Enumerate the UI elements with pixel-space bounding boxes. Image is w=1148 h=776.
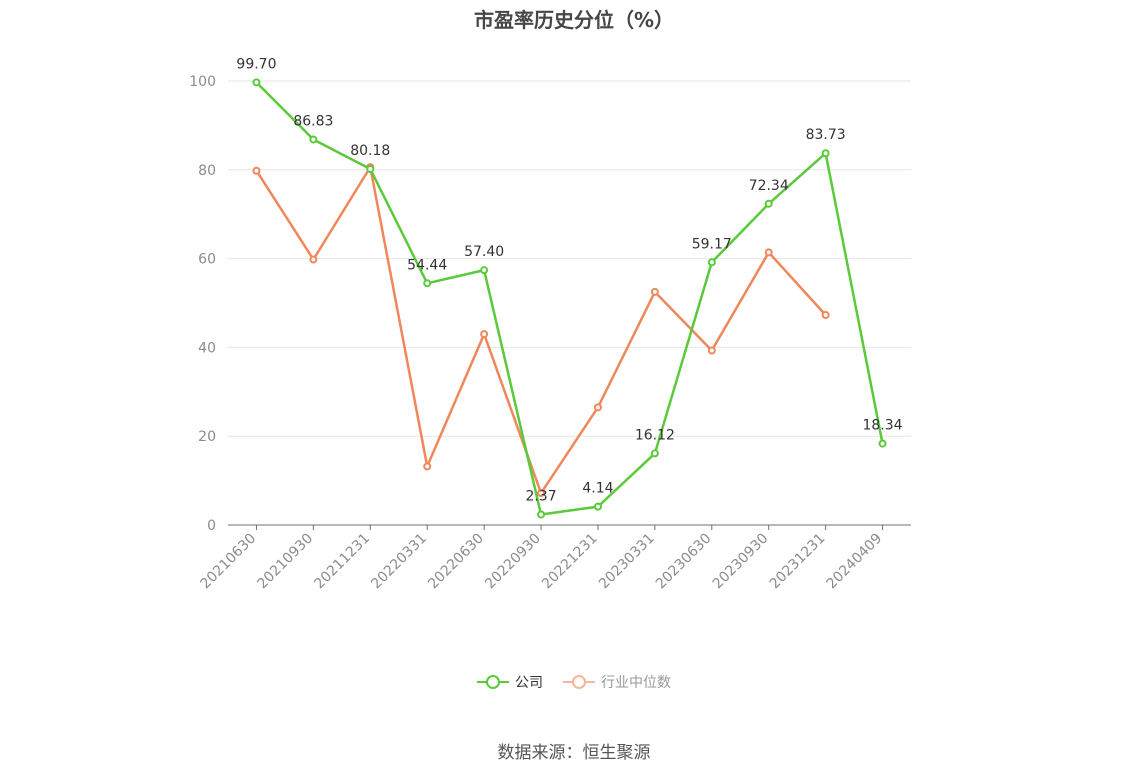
data-label: 16.12	[635, 427, 675, 443]
series-line-industry-median	[255, 165, 827, 495]
chart-title: 市盈率历史分位（%）	[473, 8, 675, 32]
x-tick-label: 20220331	[368, 531, 430, 593]
data-point	[537, 510, 546, 519]
data-label: 83.73	[806, 127, 846, 143]
x-tick-label: 20220930	[482, 531, 544, 593]
data-label: 2.37	[525, 488, 556, 504]
x-tick-label: 20231231	[767, 531, 829, 593]
series-line-company	[255, 81, 884, 516]
data-labels: 99.70 86.83 80.18 54.44 57.40 2.37 4.14 16.12 59…	[236, 56, 902, 504]
data-label: 99.70	[236, 56, 276, 72]
data-point	[593, 502, 602, 511]
data-point	[707, 346, 716, 355]
data-point	[480, 330, 489, 339]
data-label: 86.83	[293, 113, 333, 129]
data-label: 72.34	[749, 178, 789, 194]
data-label: 57.40	[464, 244, 504, 260]
legend: 公司 行业中位数	[0, 672, 1148, 692]
y-tick-label: 40	[198, 340, 216, 356]
x-tick-label: 20230331	[596, 531, 658, 593]
data-label: 18.34	[862, 418, 902, 434]
data-label: 4.14	[582, 481, 613, 497]
data-point	[537, 489, 546, 498]
data-label: 59.17	[692, 236, 732, 252]
legend-industry-swatch	[563, 672, 595, 692]
data-point	[423, 462, 432, 471]
data-point	[480, 266, 489, 275]
x-tick-label: 20230930	[710, 531, 772, 593]
y-tick-label: 80	[198, 163, 216, 179]
data-point	[650, 449, 659, 458]
axes: 0204060801002021063020210930202112312022…	[189, 74, 911, 592]
data-point	[878, 439, 887, 448]
data-label: 80.18	[350, 143, 390, 159]
data-point	[707, 258, 716, 267]
data-point	[764, 199, 773, 208]
legend-item-industry-median[interactable]: 行业中位数	[563, 672, 671, 692]
x-tick-label: 20221231	[539, 531, 601, 593]
data-label: 54.44	[407, 257, 447, 273]
x-tick-label: 20210930	[254, 531, 316, 593]
legend-industry-label: 行业中位数	[601, 675, 671, 691]
data-point	[252, 166, 261, 175]
x-tick-label: 20210630	[198, 531, 260, 593]
source-note: 数据来源：恒生聚源	[497, 743, 651, 763]
y-tick-label: 100	[189, 74, 216, 90]
data-point	[366, 165, 375, 174]
grid-lines	[228, 80, 911, 437]
data-point	[309, 255, 318, 264]
y-tick-label: 0	[207, 518, 216, 534]
data-point	[423, 279, 432, 288]
data-point	[764, 248, 773, 257]
legend-company-swatch	[477, 672, 509, 692]
data-point	[821, 149, 830, 158]
data-point	[309, 135, 318, 144]
data-point	[821, 310, 830, 319]
y-tick-label: 60	[198, 252, 216, 268]
legend-company-label: 公司	[515, 675, 543, 691]
x-tick-label: 20230630	[653, 531, 715, 593]
x-tick-label: 20220630	[425, 531, 487, 593]
legend-item-company[interactable]: 公司	[477, 672, 543, 692]
data-point	[593, 403, 602, 412]
data-point	[650, 287, 659, 296]
y-tick-label: 20	[198, 429, 216, 445]
series-layer	[252, 78, 887, 519]
x-tick-label: 20211231	[311, 531, 373, 593]
data-point	[252, 78, 261, 87]
x-tick-label: 20240409	[824, 531, 886, 593]
